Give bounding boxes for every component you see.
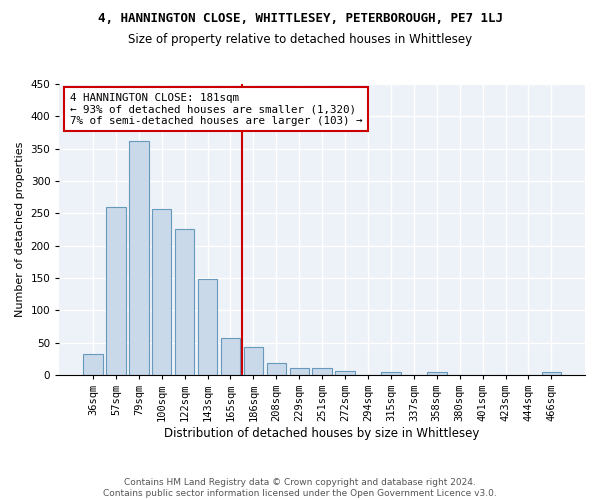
Bar <box>335 371 355 375</box>
Text: Size of property relative to detached houses in Whittlesey: Size of property relative to detached ho… <box>128 32 472 46</box>
Bar <box>427 372 446 375</box>
Bar <box>381 372 401 375</box>
Bar <box>106 208 125 375</box>
Bar <box>313 368 332 375</box>
Bar <box>290 368 309 375</box>
Bar <box>198 279 217 375</box>
Bar <box>83 354 103 375</box>
Bar <box>152 210 172 375</box>
Y-axis label: Number of detached properties: Number of detached properties <box>15 142 25 317</box>
X-axis label: Distribution of detached houses by size in Whittlesey: Distribution of detached houses by size … <box>164 427 480 440</box>
Bar <box>244 347 263 375</box>
Bar <box>175 229 194 375</box>
Bar <box>221 338 240 375</box>
Bar <box>542 372 561 375</box>
Bar <box>129 141 149 375</box>
Text: 4, HANNINGTON CLOSE, WHITTLESEY, PETERBOROUGH, PE7 1LJ: 4, HANNINGTON CLOSE, WHITTLESEY, PETERBO… <box>97 12 503 26</box>
Text: Contains HM Land Registry data © Crown copyright and database right 2024.
Contai: Contains HM Land Registry data © Crown c… <box>103 478 497 498</box>
Bar <box>266 362 286 375</box>
Text: 4 HANNINGTON CLOSE: 181sqm
← 93% of detached houses are smaller (1,320)
7% of se: 4 HANNINGTON CLOSE: 181sqm ← 93% of deta… <box>70 92 362 126</box>
